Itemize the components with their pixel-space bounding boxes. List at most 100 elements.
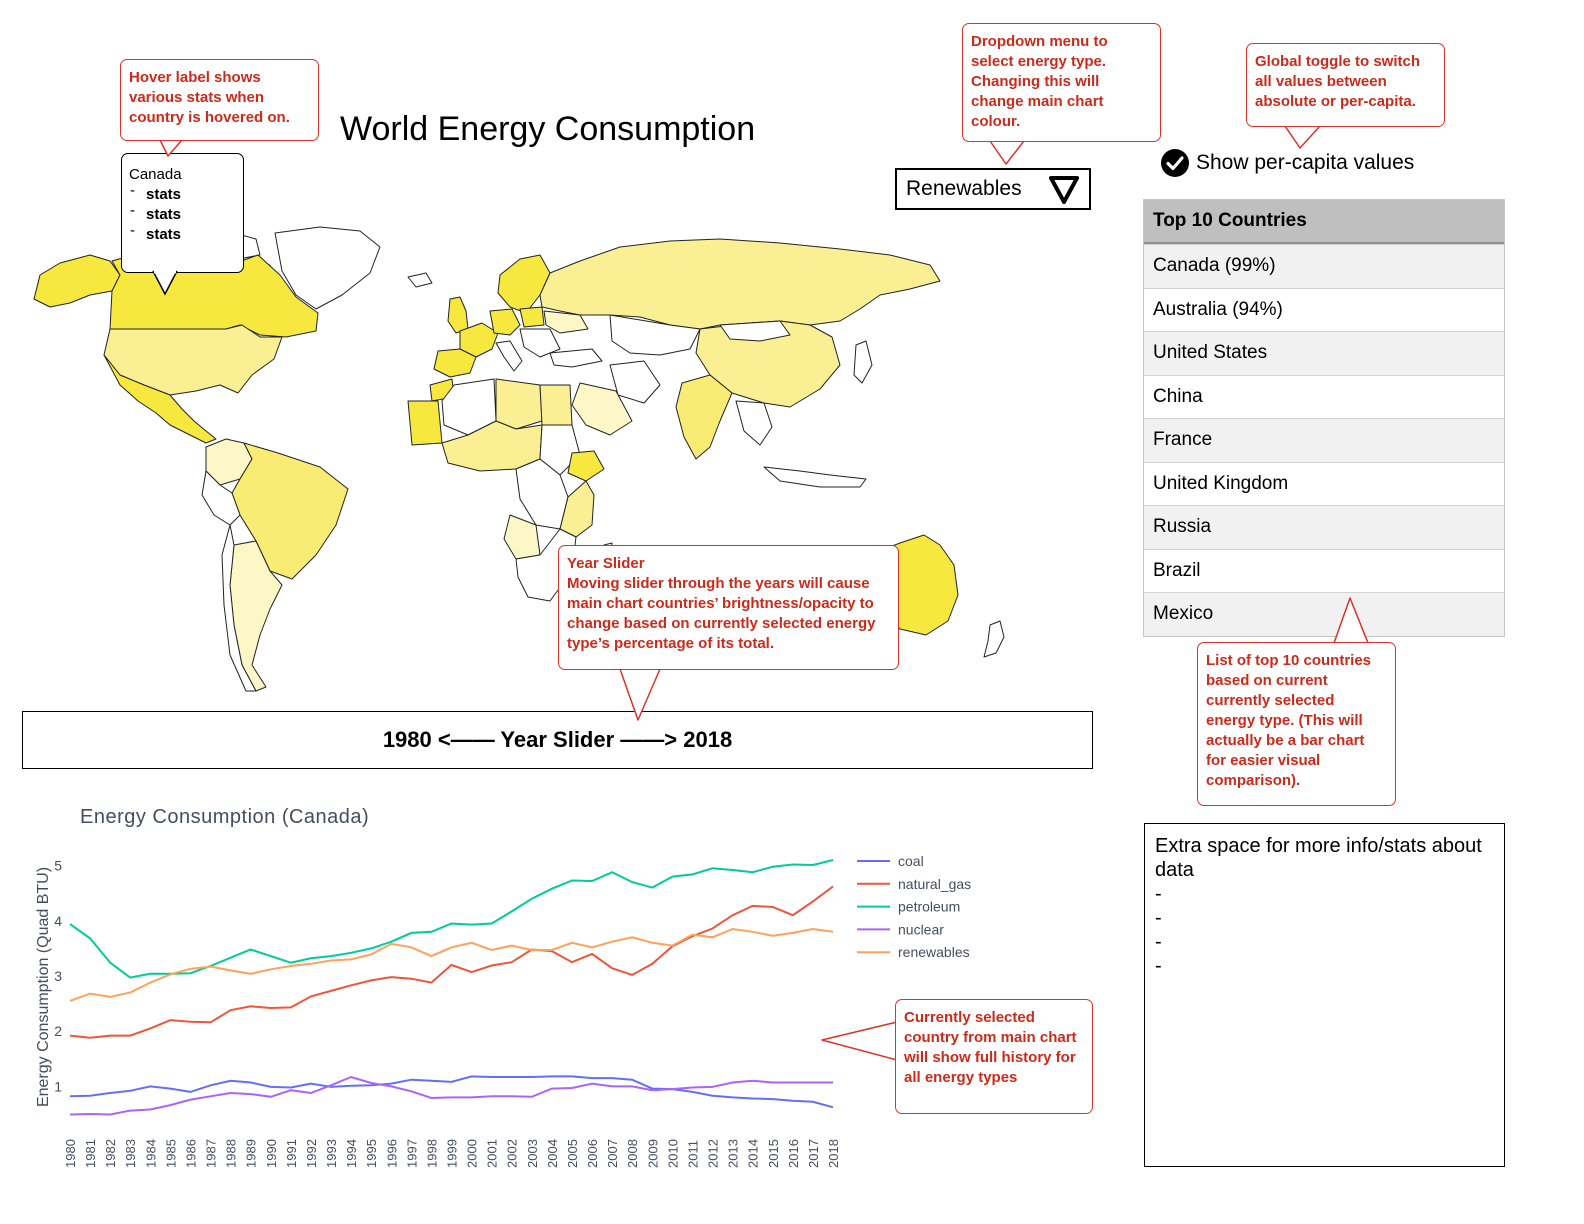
map-country-mongolia[interactable] xyxy=(719,320,791,342)
hover-stat: stats xyxy=(129,181,236,205)
table-row[interactable]: United States xyxy=(1144,331,1504,375)
map-country-japan[interactable] xyxy=(853,340,873,384)
map-country-southeast-asia[interactable] xyxy=(735,400,773,446)
map-country-ethiopia[interactable] xyxy=(567,450,605,482)
map-country-italy[interactable] xyxy=(495,340,523,372)
x-tick-label: 2018 xyxy=(826,1139,841,1168)
map-country-ukraine[interactable] xyxy=(543,310,589,334)
x-tick-label: 2007 xyxy=(605,1139,620,1168)
map-country-mexico[interactable] xyxy=(103,354,217,444)
table-row[interactable]: China xyxy=(1144,374,1504,419)
hover-stat: stats xyxy=(129,201,236,225)
map-country-iran[interactable] xyxy=(609,360,661,404)
x-tick-label: 1985 xyxy=(163,1139,178,1168)
callout-hover-text: Hover label shows various stats when cou… xyxy=(129,69,290,126)
y-tick-label: 2 xyxy=(54,1023,62,1039)
y-tick-label: 5 xyxy=(54,858,62,874)
series-line-renewables xyxy=(69,927,834,1002)
table-row[interactable]: Mexico xyxy=(1144,592,1504,636)
per-capita-toggle-label: Show per-capita values xyxy=(1196,151,1415,174)
check-circle-icon[interactable] xyxy=(1160,148,1190,178)
callout-dropdown: Dropdown menu to select energy type. Cha… xyxy=(962,23,1161,142)
map-country-spain[interactable] xyxy=(433,348,477,378)
energy-type-dropdown[interactable]: Renewables xyxy=(895,168,1091,210)
callout-pointer-hover xyxy=(159,139,183,157)
table-row[interactable]: Russia xyxy=(1144,505,1504,549)
x-tick-label: 2013 xyxy=(726,1139,741,1168)
x-tick-label: 2001 xyxy=(485,1139,500,1168)
map-country-peru[interactable] xyxy=(201,470,241,526)
top-10-header: Top 10 Countries xyxy=(1144,200,1504,244)
year-slider-label: 1980 <—— Year Slider ——> 2018 xyxy=(382,727,733,752)
x-tick-label: 2016 xyxy=(786,1139,801,1168)
callout-chart-text: Currently selected country from main cha… xyxy=(904,1009,1077,1086)
callout-pointer-chart xyxy=(821,1021,898,1061)
list-item: - xyxy=(1155,883,1162,905)
top-10-countries-table: Top 10 Countries Canada (99%) Australia … xyxy=(1143,199,1505,637)
table-row[interactable]: Australia (94%) xyxy=(1144,287,1504,332)
x-tick-label: 1997 xyxy=(404,1139,419,1168)
legend-label-petroleum: petroleum xyxy=(898,899,960,915)
map-country-russia[interactable] xyxy=(539,238,941,330)
y-tick-label: 1 xyxy=(54,1078,62,1094)
table-row[interactable]: United Kingdom xyxy=(1144,461,1504,506)
x-tick-label: 1998 xyxy=(424,1139,439,1168)
dropdown-selected-value: Renewables xyxy=(906,177,1022,200)
per-capita-toggle[interactable]: Show per-capita values xyxy=(1160,148,1414,178)
list-item: - xyxy=(1155,931,1162,953)
x-tick-label: 1991 xyxy=(284,1139,299,1168)
x-tick-label: 1993 xyxy=(324,1139,339,1168)
map-country-india[interactable] xyxy=(675,374,733,460)
x-tick-label: 2017 xyxy=(806,1139,821,1168)
callout-chart: Currently selected country from main cha… xyxy=(895,999,1093,1114)
x-tick-label: 2000 xyxy=(465,1139,480,1168)
x-tick-label: 2006 xyxy=(585,1139,600,1168)
map-country-indonesia[interactable] xyxy=(763,466,867,488)
callout-pointer-top10 xyxy=(1333,597,1369,644)
map-country-kazakhstan[interactable] xyxy=(609,314,701,356)
x-tick-label: 2015 xyxy=(766,1139,781,1168)
x-tick-label: 1989 xyxy=(244,1139,259,1168)
x-tick-label: 2008 xyxy=(625,1139,640,1168)
table-row[interactable]: France xyxy=(1144,418,1504,462)
world-map[interactable] xyxy=(20,225,1100,705)
x-tick-label: 2009 xyxy=(645,1139,660,1168)
x-tick-label: 1983 xyxy=(123,1139,138,1168)
map-country-brazil[interactable] xyxy=(231,442,349,580)
map-country-chile[interactable] xyxy=(221,524,257,692)
callout-hover: Hover label shows various stats when cou… xyxy=(120,59,319,141)
x-tick-label: 2005 xyxy=(565,1139,580,1168)
year-slider[interactable]: 1980 <—— Year Slider ——> 2018 xyxy=(22,711,1093,769)
x-tick-label: 1980 xyxy=(63,1139,78,1168)
series-line-coal xyxy=(69,1075,834,1109)
map-country-poland[interactable] xyxy=(519,306,545,328)
callout-pointer-toggle xyxy=(1284,125,1321,149)
x-tick-label: 2012 xyxy=(706,1139,721,1168)
map-country-saudi-arabia[interactable] xyxy=(571,382,633,436)
x-tick-label: 2003 xyxy=(525,1139,540,1168)
x-tick-label: 1986 xyxy=(183,1139,198,1168)
callout-pointer-slider xyxy=(619,668,661,721)
x-tick-label: 1981 xyxy=(83,1139,98,1168)
x-tick-label: 1996 xyxy=(384,1139,399,1168)
map-hover-label: Canada stats stats stats xyxy=(121,153,244,273)
callout-top10: List of top 10 countries based on curren… xyxy=(1197,642,1396,806)
y-tick-label: 4 xyxy=(54,913,62,929)
x-tick-label: 1999 xyxy=(445,1139,460,1168)
x-tick-label: 2004 xyxy=(545,1139,560,1168)
map-country-turkey[interactable] xyxy=(549,348,603,368)
map-country-germany[interactable] xyxy=(489,308,521,336)
series-line-petroleum xyxy=(69,859,834,979)
hover-stat: stats xyxy=(129,221,236,245)
table-row[interactable]: Canada (99%) xyxy=(1144,244,1504,288)
map-country-new-zealand[interactable] xyxy=(983,620,1005,658)
map-country-greenland[interactable] xyxy=(274,226,381,310)
map-country-iceland[interactable] xyxy=(407,272,433,288)
table-row[interactable]: Brazil xyxy=(1144,548,1504,593)
callout-dropdown-text: Dropdown menu to select energy type. Cha… xyxy=(971,33,1108,130)
callout-slider: Year Slider Moving slider through the ye… xyxy=(558,545,899,670)
x-tick-label: 1984 xyxy=(143,1139,158,1168)
map-country-libya[interactable] xyxy=(495,378,543,430)
